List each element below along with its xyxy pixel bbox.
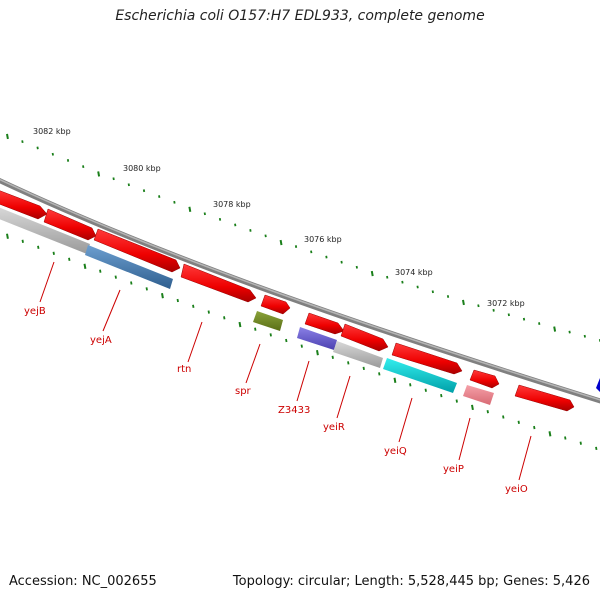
ruler-label: 3074 kbp — [395, 268, 433, 277]
major-tick — [188, 206, 192, 213]
inner-ticks — [6, 233, 598, 451]
accession-label: Accession: NC_002655 — [9, 574, 157, 589]
minor-tick — [362, 366, 365, 371]
forward-strand-features — [0, 190, 600, 412]
minor-tick — [579, 441, 582, 445]
minor-tick — [440, 393, 443, 398]
major-tick — [553, 326, 557, 332]
gene-label-leaders — [39, 261, 532, 481]
gene-block[interactable] — [297, 327, 337, 350]
ruler-labels: 3082 kbp 3080 kbp 3078 kbp 3076 kbp 3074… — [33, 127, 525, 308]
minor-tick — [52, 251, 55, 255]
gene-label[interactable]: yeiQ — [384, 446, 407, 457]
minor-tick — [192, 304, 195, 308]
minor-tick — [424, 388, 427, 392]
gene-arrow[interactable] — [180, 263, 257, 303]
gene-label[interactable]: yeiO — [505, 484, 528, 495]
ruler-label: 3080 kbp — [123, 164, 161, 173]
page-title: Escherichia coli O157:H7 EDL933, complet… — [115, 8, 485, 24]
minor-tick — [37, 245, 40, 249]
major-tick — [370, 270, 374, 277]
gene-label[interactable]: spr — [235, 386, 252, 397]
minor-tick — [114, 275, 117, 279]
ruler-label: 3082 kbp — [33, 127, 71, 136]
gene-label[interactable]: rtn — [177, 364, 191, 375]
minor-tick — [517, 420, 520, 424]
gene-block[interactable] — [85, 245, 173, 289]
gene-block[interactable] — [333, 341, 383, 368]
minor-tick — [564, 436, 567, 440]
gene-block[interactable] — [253, 311, 283, 331]
minor-tick — [502, 415, 505, 419]
gene-arrow[interactable] — [93, 228, 181, 273]
minor-tick — [331, 355, 334, 359]
ruler-label: 3076 kbp — [304, 235, 342, 244]
minor-tick — [285, 338, 288, 343]
minor-tick — [207, 310, 210, 314]
minor-tick — [99, 269, 102, 273]
gene-arrow[interactable] — [340, 323, 389, 352]
ruler-label: 3078 kbp — [213, 200, 251, 209]
reverse-strand-features — [0, 207, 494, 405]
major-tick — [161, 293, 164, 299]
major-tick — [238, 321, 242, 328]
minor-tick — [486, 410, 489, 414]
major-tick — [462, 299, 465, 306]
gene-arrow[interactable] — [391, 342, 463, 375]
gene-arrow[interactable] — [260, 294, 291, 315]
gene-label[interactable]: yeiR — [323, 422, 345, 433]
minor-tick — [455, 399, 458, 403]
genome-backbone — [0, 177, 600, 404]
genome-summary: Topology: circular; Length: 5,528,445 bp… — [232, 574, 590, 589]
major-tick — [83, 263, 87, 269]
minor-tick — [68, 257, 71, 261]
major-tick — [279, 239, 283, 246]
minor-tick — [595, 446, 598, 451]
gene-block[interactable] — [383, 358, 457, 393]
gene-arrow[interactable] — [469, 369, 500, 389]
major-tick — [471, 404, 474, 411]
minor-tick — [254, 327, 257, 331]
gene-label[interactable]: yeiP — [443, 464, 464, 475]
gene-arrow[interactable] — [304, 312, 345, 335]
gene-label[interactable]: yejB — [24, 306, 46, 317]
minor-tick — [130, 281, 133, 285]
major-tick — [97, 171, 101, 177]
gene-arrow[interactable] — [0, 190, 48, 220]
major-tick — [548, 431, 552, 437]
gene-block[interactable] — [0, 207, 90, 254]
gene-arrow[interactable] — [43, 208, 97, 241]
gene-label[interactable]: Z3433 — [278, 405, 310, 416]
minor-tick — [21, 239, 24, 243]
ruler-label: 3072 kbp — [487, 299, 525, 308]
minor-tick — [409, 383, 412, 387]
gene-block[interactable] — [463, 385, 494, 405]
minor-tick — [269, 333, 272, 337]
minor-tick — [145, 287, 148, 291]
minor-tick — [378, 372, 381, 376]
major-tick — [393, 377, 397, 384]
minor-tick — [533, 425, 536, 430]
minor-tick — [300, 344, 303, 348]
minor-tick — [347, 361, 350, 365]
minor-tick — [223, 316, 226, 320]
gene-label[interactable]: yejA — [90, 335, 112, 346]
major-tick — [6, 233, 9, 239]
gene-arrow[interactable] — [514, 384, 575, 412]
major-tick — [316, 350, 319, 356]
major-tick — [6, 133, 9, 140]
gene-arrow-offscreen[interactable] — [596, 378, 600, 392]
minor-tick — [176, 298, 179, 303]
gene-labels: yejB yejA rtn spr Z3433 yeiR yeiQ yeiP y… — [24, 306, 528, 495]
